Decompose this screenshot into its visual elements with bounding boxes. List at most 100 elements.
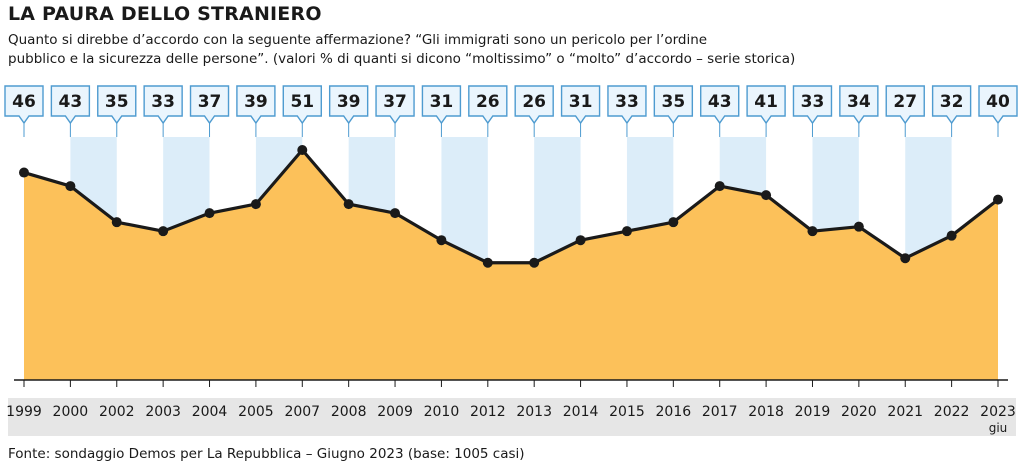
value-label: 39 bbox=[328, 85, 369, 125]
data-point bbox=[668, 217, 679, 228]
x-tick-label: 2018 bbox=[748, 404, 784, 420]
data-point bbox=[204, 208, 215, 219]
value-label-text: 26 bbox=[522, 92, 546, 112]
value-label-box bbox=[236, 85, 276, 125]
x-tick-label: 2019 bbox=[795, 404, 831, 420]
value-label-box bbox=[50, 85, 91, 125]
x-tick-label: 2002 bbox=[99, 404, 135, 420]
data-point bbox=[250, 199, 261, 210]
area-shape bbox=[24, 150, 998, 380]
value-label-text: 43 bbox=[708, 92, 732, 112]
x-tick-label: 2010 bbox=[424, 404, 460, 420]
area-fill bbox=[14, 150, 1008, 381]
data-point bbox=[946, 230, 957, 241]
value-label-box bbox=[792, 85, 833, 125]
value-label: 37 bbox=[189, 85, 230, 125]
value-label-text: 31 bbox=[430, 92, 454, 112]
value-label-box bbox=[375, 85, 415, 125]
value-labels: 46 43 35 33 37 39 51 39 37 31 26 26 31 33 35 43 41 33 34 27… bbox=[4, 85, 1018, 125]
value-label-box bbox=[560, 85, 601, 125]
data-point bbox=[158, 226, 169, 237]
x-tick-label: 2004 bbox=[192, 404, 228, 420]
data-point bbox=[436, 235, 447, 246]
value-label-text: 37 bbox=[198, 92, 222, 112]
value-label-box bbox=[4, 85, 44, 125]
data-point bbox=[993, 194, 1003, 205]
value-label-box bbox=[839, 85, 879, 125]
x-tick-label: 2012 bbox=[470, 404, 506, 420]
x-tick-label: 2013 bbox=[516, 404, 552, 420]
value-label: 35 bbox=[97, 85, 137, 125]
series-line bbox=[23, 148, 999, 265]
data-point bbox=[19, 167, 29, 178]
value-label: 33 bbox=[792, 85, 833, 125]
value-label-box bbox=[143, 85, 183, 125]
x-tick-note: giu bbox=[989, 421, 1008, 435]
data-points bbox=[19, 145, 1003, 268]
value-label-box bbox=[421, 85, 462, 125]
value-label-text: 35 bbox=[105, 92, 129, 112]
x-tick-label: 2003 bbox=[145, 404, 181, 420]
axis-strip bbox=[8, 398, 1016, 436]
source-note: Fonte: sondaggio Demos per La Repubblica… bbox=[8, 446, 525, 462]
data-point bbox=[900, 253, 911, 264]
value-label-box bbox=[607, 85, 647, 125]
value-label-text: 39 bbox=[337, 92, 361, 112]
value-label-text: 40 bbox=[986, 92, 1010, 112]
value-label: 33 bbox=[607, 85, 647, 125]
value-label: 26 bbox=[468, 85, 508, 125]
value-label-box bbox=[931, 85, 972, 125]
value-label: 39 bbox=[236, 85, 276, 125]
value-label-text: 37 bbox=[383, 92, 407, 112]
value-label-box bbox=[746, 85, 786, 125]
x-tick-label: 2014 bbox=[563, 404, 599, 420]
value-label-text: 35 bbox=[661, 92, 685, 112]
value-label-text: 34 bbox=[847, 92, 871, 112]
label-connectors bbox=[23, 115, 999, 137]
value-label-box bbox=[700, 85, 740, 125]
x-tick-label: 2017 bbox=[702, 404, 738, 420]
x-tick-label: 2007 bbox=[284, 404, 320, 420]
data-point bbox=[390, 208, 401, 219]
value-label: 40 bbox=[978, 85, 1018, 125]
value-label: 46 bbox=[4, 85, 44, 125]
x-tick-label: 2022 bbox=[934, 404, 970, 420]
data-point bbox=[807, 226, 818, 237]
data-point bbox=[621, 226, 632, 237]
value-label-text: 43 bbox=[59, 92, 83, 112]
x-axis: 1999 2000 2002 2003 2004 2005 2007 2008 2009 2010… bbox=[6, 380, 1016, 436]
value-label: 33 bbox=[143, 85, 183, 125]
chart-title: LA PAURA DELLO STRANIERO bbox=[8, 3, 322, 25]
value-label-text: 27 bbox=[893, 92, 917, 112]
data-point bbox=[343, 199, 354, 210]
value-label-text: 46 bbox=[12, 92, 36, 112]
x-tick-label: 2016 bbox=[656, 404, 692, 420]
value-label: 43 bbox=[700, 85, 740, 125]
data-point bbox=[761, 190, 772, 201]
value-label-text: 33 bbox=[615, 92, 639, 112]
value-label: 35 bbox=[653, 85, 694, 125]
data-point bbox=[853, 221, 864, 232]
x-tick-label: 2021 bbox=[887, 404, 923, 420]
chart-subtitle: Quanto si direbbe d’accordo con la segue… bbox=[8, 31, 908, 69]
value-label-text: 33 bbox=[801, 92, 825, 112]
value-label-text: 31 bbox=[569, 92, 593, 112]
x-tick-label: 2000 bbox=[53, 404, 89, 420]
data-point bbox=[482, 257, 493, 268]
value-label-text: 26 bbox=[476, 92, 500, 112]
value-label: 31 bbox=[560, 85, 601, 125]
value-label: 37 bbox=[375, 85, 415, 125]
value-label-text: 32 bbox=[940, 92, 964, 112]
data-point bbox=[714, 181, 725, 192]
value-label: 34 bbox=[839, 85, 879, 125]
value-label-box bbox=[514, 85, 554, 125]
value-label-box bbox=[978, 85, 1018, 125]
value-label: 41 bbox=[746, 85, 786, 125]
data-point bbox=[575, 235, 586, 246]
value-label: 31 bbox=[421, 85, 462, 125]
value-label-box bbox=[468, 85, 508, 125]
value-label-box bbox=[653, 85, 694, 125]
data-point bbox=[65, 181, 76, 192]
x-tick-label: 2015 bbox=[609, 404, 645, 420]
